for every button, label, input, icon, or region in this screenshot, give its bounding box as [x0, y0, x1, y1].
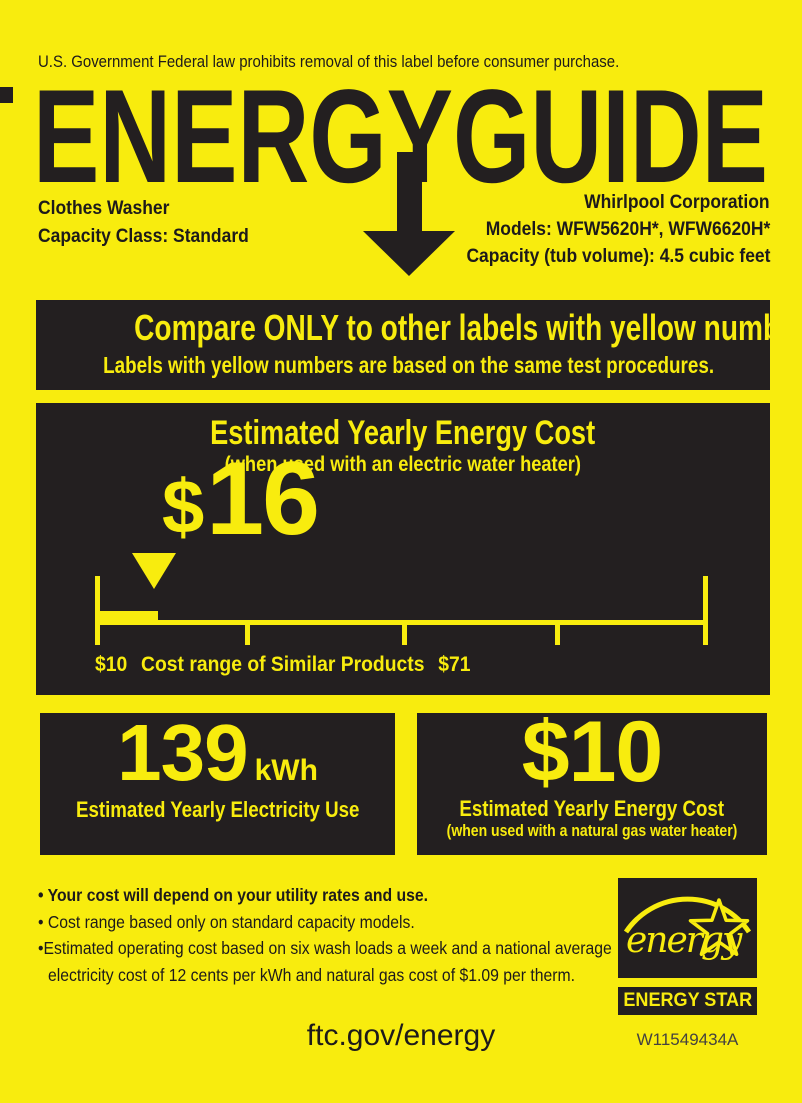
- energy-star-band: ENERGY STAR: [618, 987, 757, 1015]
- electricity-use-box: 139 kWh Estimated Yearly Electricity Use: [40, 713, 395, 855]
- range-max-label: $71: [438, 653, 471, 676]
- scale-baseline: [95, 620, 708, 625]
- arc-icon: [623, 896, 752, 934]
- electricity-caption: Estimated Yearly Electricity Use: [75, 797, 360, 822]
- energy-star-logo: energy ENERGY STAR: [618, 878, 757, 1015]
- compare-banner-line1: Compare ONLY to other labels with yellow…: [134, 307, 802, 348]
- energy-cost-gauge: Estimated Yearly Energy Cost (when used …: [36, 403, 770, 695]
- gas-cost-box: $10 Estimated Yearly Energy Cost (when u…: [417, 704, 767, 855]
- scale-tick-2: [402, 622, 407, 645]
- capacity-class: Capacity Class: Standard: [38, 226, 249, 247]
- registration-mark: [0, 87, 13, 103]
- manufacturer-info: Whirlpool Corporation Models: WFW5620H*,…: [440, 189, 770, 270]
- scale-tick-max: [703, 576, 708, 645]
- range-caption: Cost range of Similar Products: [141, 653, 425, 676]
- compare-banner: Compare ONLY to other labels with yellow…: [36, 300, 802, 390]
- footnotes: • Your cost will depend on your utility …: [38, 882, 676, 988]
- gas-cost-subcaption: (when used with a natural gas water heat…: [446, 821, 738, 840]
- footnote-3-line2: electricity cost of 12 cents per kWh and…: [48, 964, 576, 985]
- electricity-unit: kWh: [254, 754, 318, 787]
- gas-cost-value: $10: [521, 704, 663, 800]
- electricity-value: 139: [117, 708, 248, 797]
- scale-tick-3: [555, 622, 560, 645]
- down-arrow-icon: [397, 152, 422, 232]
- cost-amount: 16: [206, 441, 320, 557]
- tub-capacity: Capacity (tub volume): 4.5 cubic feet: [465, 246, 770, 267]
- energy-script-text: energy: [626, 920, 743, 961]
- down-triangle-marker-icon: [132, 553, 176, 589]
- energy-star-emblem: energy: [618, 878, 757, 978]
- scale-tick-1: [245, 622, 250, 645]
- gauge-subtitle: (when used with an electric water heater…: [224, 453, 582, 476]
- footnote-2: • Cost range based only on standard capa…: [38, 911, 415, 932]
- yearly-cost-value: $ 16: [162, 441, 320, 557]
- product-type: Clothes Washer: [38, 198, 170, 219]
- star-icon: [688, 898, 750, 957]
- federal-notice: U.S. Government Federal law prohibits re…: [38, 52, 698, 72]
- gas-cost-caption: Estimated Yearly Energy Cost: [459, 795, 725, 821]
- down-arrow-head-icon: [363, 231, 455, 276]
- compare-banner-line2: Labels with yellow numbers are based on …: [103, 352, 715, 378]
- product-info: Clothes Washer Capacity Class: Standard: [38, 195, 267, 251]
- manufacturer-name: Whirlpool Corporation: [584, 192, 770, 213]
- range-min-label: $10: [95, 653, 128, 676]
- scale-range-labels: $10 Cost range of Similar Products $71: [95, 653, 471, 677]
- scale-tick-min: [95, 576, 100, 645]
- federal-notice-text: U.S. Government Federal law prohibits re…: [38, 52, 620, 71]
- gauge-title: Estimated Yearly Energy Cost: [210, 414, 596, 452]
- energy-star-label: ENERGY STAR: [623, 990, 752, 1011]
- ftc-url: ftc.gov/energy: [306, 1019, 496, 1052]
- currency-symbol: $: [162, 464, 205, 550]
- model-numbers: Models: WFW5620H*, WFW6620H*: [485, 219, 770, 240]
- document-number: W11549434A: [636, 1030, 739, 1049]
- footnote-3-line1: •Estimated operating cost based on six w…: [38, 938, 612, 958]
- footnote-1: • Your cost will depend on your utility …: [38, 885, 429, 905]
